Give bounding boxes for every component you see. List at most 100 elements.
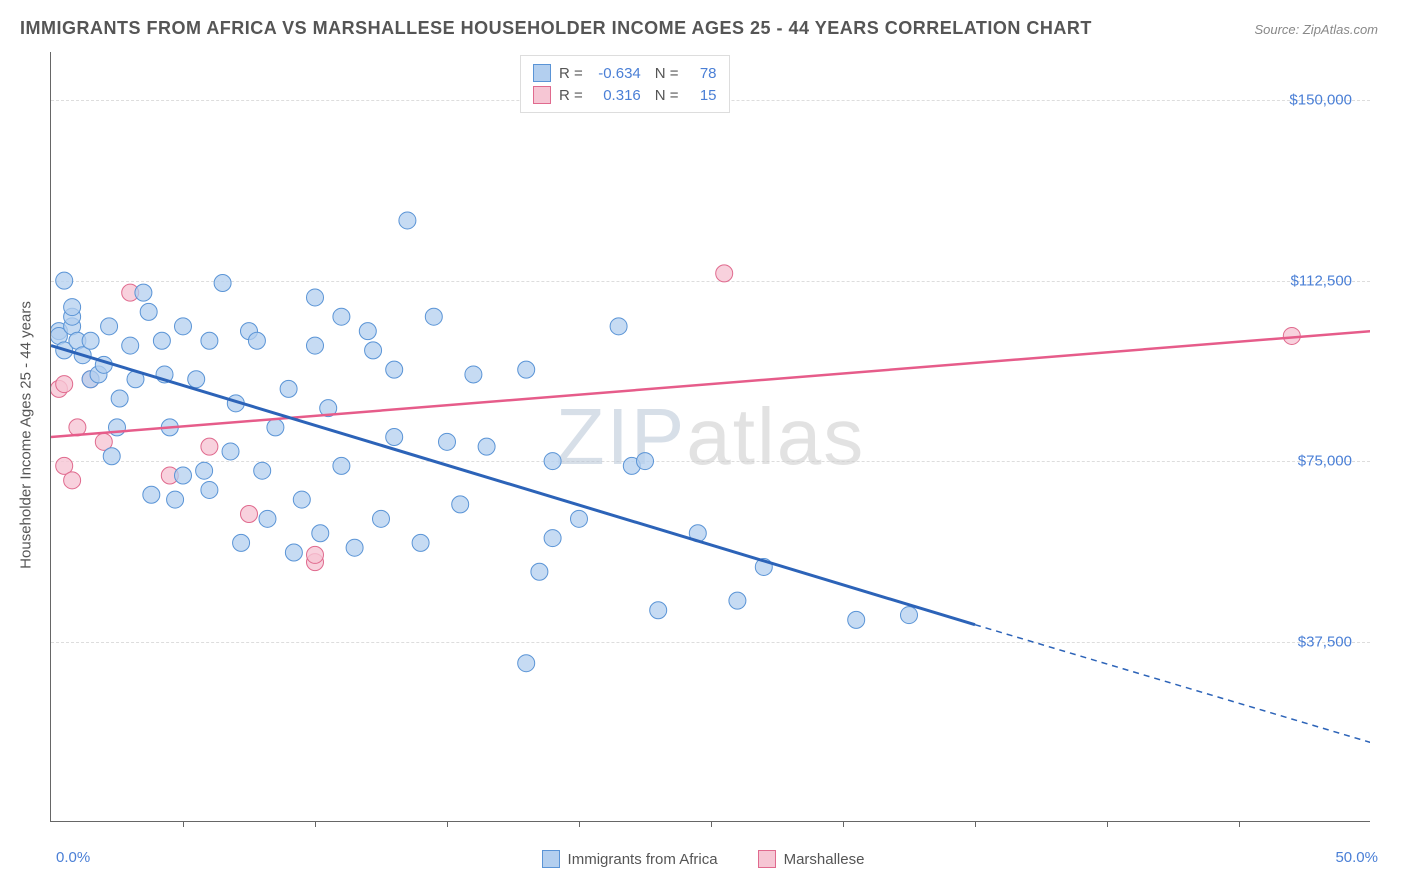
africa-point <box>610 318 627 335</box>
africa-point <box>439 433 456 450</box>
scatter-svg <box>51 52 1370 821</box>
x-tick <box>183 821 184 827</box>
africa-point <box>307 289 324 306</box>
x-tick <box>315 821 316 827</box>
africa-point <box>901 607 918 624</box>
legend-n-label: N = <box>655 65 679 82</box>
plot-area: ZIPatlas $37,500$75,000$112,500$150,000 <box>50 52 1370 822</box>
africa-point <box>222 443 239 460</box>
africa-point <box>140 303 157 320</box>
legend-stats-row: R = -0.634 N = 78 <box>533 62 717 84</box>
africa-point <box>312 525 329 542</box>
africa-point <box>518 361 535 378</box>
marshallese-point <box>64 472 81 489</box>
legend-bottom-item: Marshallese <box>758 850 865 868</box>
africa-trendline-extrapolated <box>975 625 1370 743</box>
legend-stats-panel: R = -0.634 N = 78 R = 0.316 N = 15 <box>520 55 730 113</box>
africa-point <box>188 371 205 388</box>
africa-point <box>848 611 865 628</box>
marshallese-point <box>307 546 324 563</box>
africa-point <box>111 390 128 407</box>
africa-point <box>478 438 495 455</box>
africa-point <box>56 272 73 289</box>
africa-point <box>101 318 118 335</box>
x-tick <box>711 821 712 827</box>
africa-point <box>254 462 271 479</box>
africa-point <box>425 308 442 325</box>
africa-point <box>399 212 416 229</box>
africa-point <box>333 308 350 325</box>
africa-point <box>201 481 218 498</box>
africa-point <box>333 457 350 474</box>
africa-point <box>386 429 403 446</box>
africa-point <box>64 299 81 316</box>
x-tick <box>447 821 448 827</box>
africa-point <box>280 380 297 397</box>
y-axis-label: Householder Income Ages 25 - 44 years <box>18 301 35 569</box>
legend-r-label: R = <box>559 87 583 104</box>
legend-r-value: 0.316 <box>591 87 641 104</box>
legend-bottom: Immigrants from Africa Marshallese <box>0 850 1406 868</box>
marshallese-trendline <box>51 331 1370 437</box>
africa-point <box>167 491 184 508</box>
africa-point <box>175 318 192 335</box>
africa-point <box>637 453 654 470</box>
legend-swatch <box>758 850 776 868</box>
africa-point <box>346 539 363 556</box>
x-tick <box>1239 821 1240 827</box>
africa-point <box>267 419 284 436</box>
legend-n-label: N = <box>655 87 679 104</box>
africa-point <box>153 332 170 349</box>
africa-point <box>248 332 265 349</box>
chart-title: IMMIGRANTS FROM AFRICA VS MARSHALLESE HO… <box>20 18 1092 39</box>
africa-point <box>259 510 276 527</box>
legend-n-value: 78 <box>687 65 717 82</box>
africa-point <box>452 496 469 513</box>
africa-point <box>196 462 213 479</box>
africa-point <box>307 337 324 354</box>
africa-point <box>122 337 139 354</box>
legend-swatch <box>542 850 560 868</box>
africa-point <box>518 655 535 672</box>
africa-point <box>82 332 99 349</box>
africa-point <box>214 275 231 292</box>
legend-n-value: 15 <box>687 87 717 104</box>
legend-r-label: R = <box>559 65 583 82</box>
africa-point <box>285 544 302 561</box>
legend-bottom-item: Immigrants from Africa <box>542 850 718 868</box>
legend-bottom-label: Marshallese <box>784 851 865 868</box>
marshallese-point <box>716 265 733 282</box>
africa-point <box>175 467 192 484</box>
source-credit: Source: ZipAtlas.com <box>1254 22 1378 37</box>
marshallese-point <box>56 376 73 393</box>
legend-stats-row: R = 0.316 N = 15 <box>533 84 717 106</box>
africa-point <box>412 534 429 551</box>
africa-point <box>103 448 120 465</box>
legend-swatch <box>533 64 551 82</box>
africa-point <box>201 332 218 349</box>
africa-point <box>373 510 390 527</box>
x-tick <box>975 821 976 827</box>
africa-point <box>386 361 403 378</box>
africa-point <box>544 530 561 547</box>
x-tick <box>579 821 580 827</box>
x-tick <box>843 821 844 827</box>
legend-swatch <box>533 86 551 104</box>
africa-point <box>293 491 310 508</box>
marshallese-point <box>201 438 218 455</box>
africa-point <box>465 366 482 383</box>
africa-point <box>531 563 548 580</box>
x-tick <box>1107 821 1108 827</box>
africa-point <box>359 323 376 340</box>
africa-point <box>233 534 250 551</box>
africa-point <box>544 453 561 470</box>
africa-point <box>365 342 382 359</box>
africa-point <box>135 284 152 301</box>
legend-r-value: -0.634 <box>591 65 641 82</box>
africa-point <box>729 592 746 609</box>
africa-point <box>571 510 588 527</box>
africa-point <box>650 602 667 619</box>
africa-trendline <box>51 346 975 625</box>
legend-bottom-label: Immigrants from Africa <box>568 851 718 868</box>
africa-point <box>143 486 160 503</box>
